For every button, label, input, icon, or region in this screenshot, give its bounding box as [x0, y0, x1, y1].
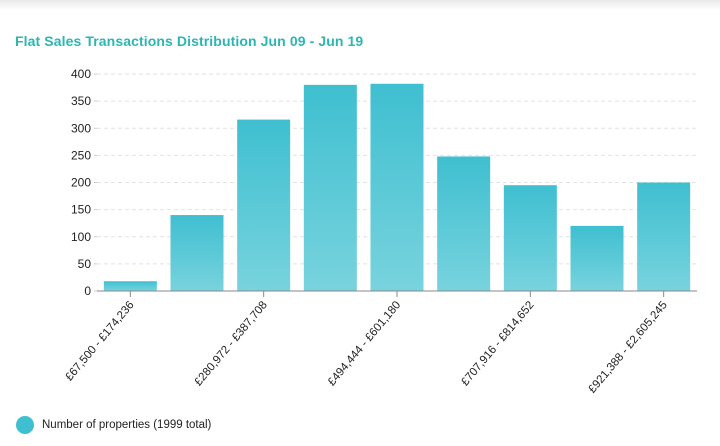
legend[interactable]: Number of properties (1999 total): [16, 416, 211, 434]
bar[interactable]: [570, 225, 624, 291]
y-tick-label: 250: [71, 148, 91, 162]
bar[interactable]: [170, 215, 224, 291]
bar[interactable]: [637, 182, 691, 292]
x-tick-label: £707,916 - £814,652: [459, 299, 536, 388]
y-tick-label: 300: [71, 121, 91, 135]
y-tick-label: 100: [71, 230, 91, 244]
chart-title: Flat Sales Transactions Distribution Jun…: [15, 33, 364, 49]
y-tick-label: 400: [71, 67, 91, 81]
y-tick-label: 200: [71, 176, 91, 190]
legend-swatch: [16, 416, 34, 434]
x-tick-label: £67,500 - £174,236: [63, 299, 136, 383]
y-tick-label: 150: [71, 203, 91, 217]
bar[interactable]: [303, 84, 357, 291]
y-tick-label: 50: [78, 257, 92, 271]
x-tick-label: £921,388 - £2,605,245: [586, 299, 670, 395]
x-tick-label: £494,444 - £601,180: [326, 299, 403, 388]
x-tick-label: £280,972 - £387,708: [193, 299, 270, 388]
top-shadow: [0, 0, 720, 10]
bar[interactable]: [437, 156, 491, 291]
bar[interactable]: [237, 119, 291, 291]
bar-chart: 0 50 100 150 200 250 300 350 400 £67,500 - £174,…: [63, 67, 697, 396]
legend-label: Number of properties (1999 total): [42, 419, 212, 431]
y-tick-label: 350: [71, 94, 91, 108]
y-tick-label: 0: [84, 284, 91, 298]
bar[interactable]: [370, 83, 424, 291]
bar[interactable]: [103, 281, 157, 291]
bar[interactable]: [503, 185, 557, 291]
